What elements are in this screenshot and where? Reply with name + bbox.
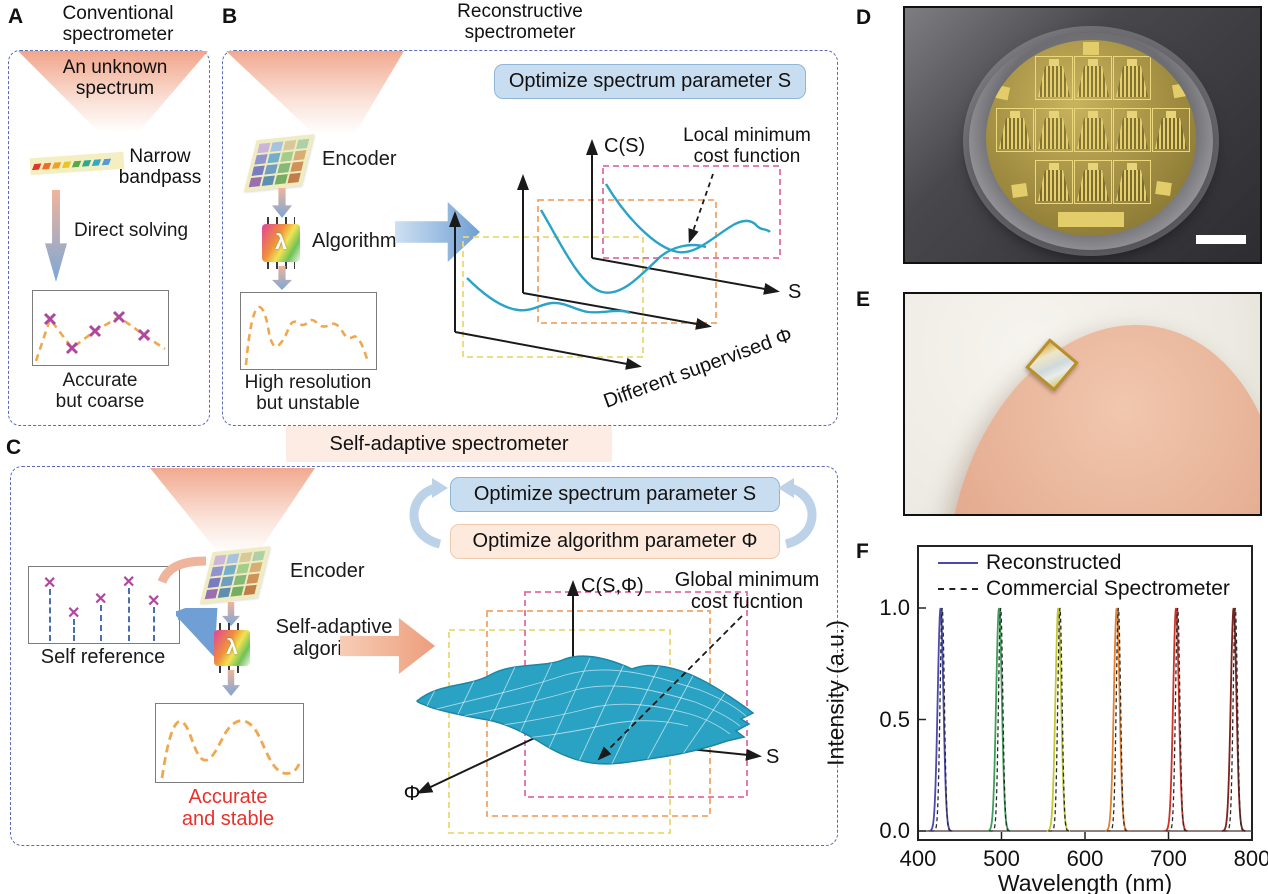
optimize-spectrum-box-c: Optimize spectrum parameter S <box>450 477 780 512</box>
panel-f-label: F <box>856 540 869 563</box>
encoder-label-c: Encoder <box>290 560 365 582</box>
stem-marker: ✕ <box>67 605 80 641</box>
x-axis-label: Wavelength (nm) <box>997 870 1173 894</box>
panel-b-title: Reconstructive spectrometer <box>457 1 583 43</box>
legend-entry-commercial: Commercial Spectrometer <box>938 577 1230 601</box>
x-tick-label: 600 <box>1066 846 1104 871</box>
unknown-spectrum-text: An unknown spectrum <box>62 57 168 99</box>
wafer-photo <box>903 6 1262 264</box>
supervised-planes <box>462 165 781 358</box>
finger <box>913 294 1260 514</box>
panel-a-box <box>8 50 210 426</box>
y-tick-label: 0.5 <box>879 706 910 732</box>
encoder-label-b: Encoder <box>322 148 397 170</box>
scale-bar <box>1196 235 1246 244</box>
axes <box>449 139 780 370</box>
stable-spectrum-plot <box>155 703 304 783</box>
algorithm-label-b: Algorithm <box>312 230 397 252</box>
y-axis-label: Intensity (a.u.) <box>822 620 849 766</box>
bandpass-label: Narrow bandpass <box>118 146 202 188</box>
coarse-spectrum-plot <box>32 290 169 366</box>
panel-b-caption: High resolution but unstable <box>244 372 372 414</box>
self-reference-label: Self reference <box>40 646 166 668</box>
petri-dish <box>969 32 1213 250</box>
panel-a-caption: Accurate but coarse <box>55 370 145 412</box>
cycle-arrow-left-icon <box>409 478 448 549</box>
salmon-curve-arrow-icon <box>158 556 207 584</box>
panel-a-label: A <box>8 5 24 28</box>
stem-marker: ✕ <box>122 574 135 641</box>
cost-curves <box>466 183 771 315</box>
stem-marker: ✕ <box>147 593 160 641</box>
panel-e-label: E <box>856 288 871 311</box>
phi-axis-label-c: Φ <box>404 782 421 805</box>
fingertip-photo <box>903 292 1262 516</box>
local-minimum-pointer <box>688 173 714 244</box>
panel-c-label: C <box>6 436 22 459</box>
cost-function-sketch-b: C(S) Local minimum cost function S Diffe… <box>449 125 811 413</box>
wavelength-spectrum-chart <box>917 545 1253 841</box>
global-minimum-pointer <box>597 615 743 761</box>
panel-b-box <box>222 50 838 426</box>
optimize-algorithm-box-c: Optimize algorithm parameter Φ <box>450 524 780 559</box>
panel-c-box <box>10 466 838 846</box>
self-reference-plot: ✕ ✕ ✕ ✕ ✕ <box>28 566 180 644</box>
self-adaptive-chip-icon: λ <box>214 623 250 673</box>
cycle-arrow-right-icon <box>778 478 817 549</box>
legend-entry-reconstructed: Reconstructed <box>938 551 1121 575</box>
y-tick-label: 1.0 <box>879 595 910 620</box>
panel-d-label: D <box>856 6 872 29</box>
x-markers <box>43 310 151 355</box>
direct-solving-label: Direct solving <box>74 220 189 241</box>
global-minimum-line1: Global minimum <box>675 569 819 591</box>
stem-marker: ✕ <box>43 575 56 641</box>
cost-surface-sketch-c: C(S,Φ) Global minimum cost fucntion S Φ <box>404 569 819 834</box>
local-minimum-line1: Local minimum <box>683 125 811 146</box>
cost-axis-label-b: C(S) <box>604 135 645 157</box>
s-axis-label-b: S <box>788 281 801 303</box>
panel-c-title-banner: Self-adaptive spectrometer <box>286 426 612 462</box>
wafer <box>986 40 1196 236</box>
x-tick-label: 400 <box>899 846 937 871</box>
cost-axis-label-c: C(S,Φ) <box>581 575 644 597</box>
blue-curve-arrow-icon <box>176 608 219 658</box>
panel-b-label: B <box>222 5 238 28</box>
x-tick-label: 800 <box>1233 846 1268 871</box>
algorithm-chip-icon: λ <box>262 217 300 269</box>
panel-c-caption: Accurate and stable <box>181 786 275 830</box>
x-tick-label: 700 <box>1150 846 1187 871</box>
cost-surface <box>416 655 755 765</box>
s-axis-label-c: S <box>766 746 779 768</box>
local-minimum-line2: cost function <box>694 146 801 167</box>
unstable-spectrum-plot <box>240 292 377 370</box>
stem-marker: ✕ <box>94 591 107 641</box>
coarse-spectrum-curve <box>34 310 166 362</box>
phi-axis-label-b: Different supervised Φ <box>601 324 796 413</box>
legend-line-dashed <box>938 588 978 590</box>
legend-line-solid <box>938 562 978 564</box>
global-minimum-line2: cost fucntion <box>691 591 803 613</box>
panel-a-title: Conventional spectrometer <box>62 3 174 45</box>
stable-spectrum-curve <box>160 719 301 779</box>
optimize-spectrum-box-b: Optimize spectrum parameter S <box>494 64 806 99</box>
unstable-spectrum-curve <box>244 305 369 366</box>
x-tick-label: 500 <box>983 846 1020 871</box>
y-tick-label: 0.0 <box>879 818 910 843</box>
